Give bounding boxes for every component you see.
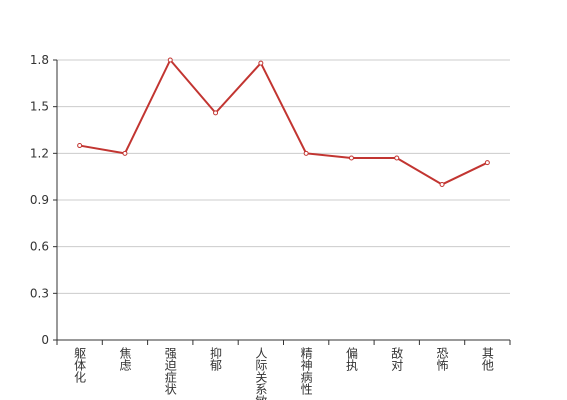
y-tick-label: 0.6 xyxy=(30,240,49,254)
point xyxy=(348,155,354,161)
point xyxy=(394,155,400,161)
x-tick-label: 偏执 xyxy=(344,346,358,372)
point xyxy=(213,110,219,116)
point xyxy=(258,60,264,66)
x-tick-label: 恐怖 xyxy=(435,347,449,371)
point xyxy=(122,150,128,156)
y-tick-label: 1.8 xyxy=(30,53,49,67)
x-tick-label: 抑郁 xyxy=(209,346,223,372)
y-tick-label: 1.2 xyxy=(30,146,49,160)
y-tick-label: 1.5 xyxy=(30,100,49,114)
point xyxy=(77,143,83,149)
x-tick-label: 人际关系敏感 xyxy=(254,347,268,400)
point xyxy=(439,181,445,187)
x-tick-label: 躯体化 xyxy=(73,346,87,384)
x-tick-label: 强迫症状 xyxy=(163,347,177,395)
point xyxy=(303,150,309,156)
point xyxy=(484,160,490,166)
y-tick-label: 0.9 xyxy=(30,193,49,207)
x-tick-label: 焦虑 xyxy=(118,347,132,371)
x-tick-label: 精神病性 xyxy=(299,347,313,396)
x-tick-label: 敌对 xyxy=(390,346,404,371)
y-tick-label: 0.3 xyxy=(30,286,49,300)
point xyxy=(167,57,173,63)
y-tick-label: 0 xyxy=(41,333,49,347)
x-tick-label: 其他 xyxy=(480,347,494,371)
line xyxy=(79,58,488,186)
